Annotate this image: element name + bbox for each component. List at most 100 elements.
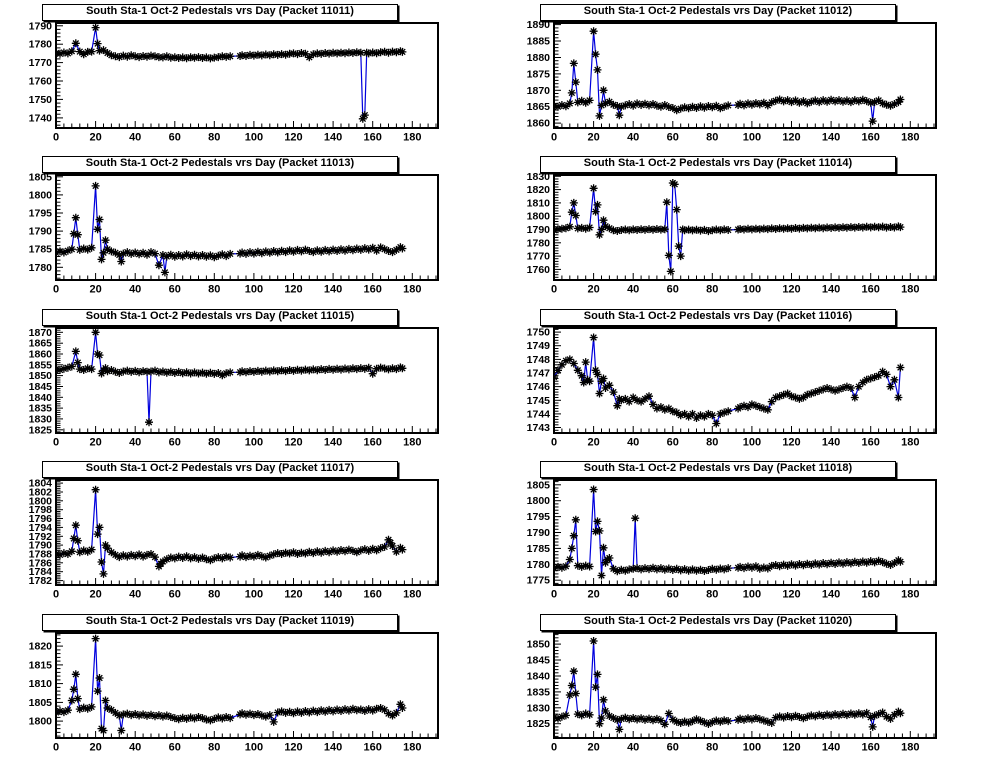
y-tick-label: 1750 (29, 94, 53, 106)
x-axis (553, 730, 935, 737)
x-tick-label: 60 (169, 589, 181, 601)
x-tick-labels: 0 20 40 60 80 100 120 140 160 180 (53, 284, 422, 296)
x-tick-label: 40 (129, 589, 141, 601)
x-tick-label: 160 (364, 132, 382, 144)
x-tick-label: 20 (89, 132, 101, 144)
pad-packet-11017: 1782 1784 1786 1788 1790 1792 1794 1796 1798 1800… (0, 457, 498, 610)
x-tick-label: 0 (53, 741, 59, 753)
y-tick-label: 1790 (527, 527, 551, 539)
y-tick-label: 1830 (527, 171, 551, 183)
x-tick-labels: 0 20 40 60 80 100 120 140 160 180 (53, 741, 422, 753)
y-tick-label: 1804 (29, 478, 53, 490)
x-tick-label: 20 (587, 132, 599, 144)
x-tick-label: 40 (627, 284, 639, 296)
x-tick-label: 0 (551, 284, 557, 296)
x-tick-label: 160 (862, 436, 880, 448)
x-tick-label: 0 (53, 436, 59, 448)
y-tick-labels: 1775 1780 1785 1790 1795 1800 1805 (527, 479, 551, 586)
x-tick-label: 80 (208, 741, 220, 753)
x-tick-labels: 0 20 40 60 80 100 120 140 160 180 (551, 741, 920, 753)
x-tick-label: 140 (324, 436, 342, 448)
x-tick-labels: 0 20 40 60 80 100 120 140 160 180 (53, 589, 422, 601)
y-tick-label: 1880 (527, 52, 551, 64)
y-tick-label: 1790 (527, 224, 551, 236)
x-tick-label: 80 (208, 132, 220, 144)
x-tick-label: 0 (53, 132, 59, 144)
pad-packet-11012: 1860 1865 1870 1875 1880 1885 1890 0 20 40 60 80 100… (498, 0, 996, 153)
plot-canvas: 1775 1780 1785 1790 1795 1800 1805 0 20 40 60 80 100… (527, 479, 937, 601)
x-tick-label: 120 (782, 284, 800, 296)
y-tick-label: 1820 (527, 184, 551, 196)
x-tick-label: 140 (324, 132, 342, 144)
y-tick-label: 1794 (29, 522, 53, 534)
x-tick-label: 40 (129, 436, 141, 448)
y-tick-label: 1748 (527, 354, 551, 366)
x-tick-label: 80 (208, 284, 220, 296)
x-tick-label: 0 (551, 741, 557, 753)
y-tick-label: 1790 (29, 226, 53, 238)
y-tick-label: 1795 (527, 511, 551, 523)
x-tick-label: 120 (284, 132, 302, 144)
y-tick-label: 1744 (527, 408, 551, 420)
x-axis (553, 578, 935, 585)
plot-frame (55, 326, 439, 434)
y-tick-labels: 1825 1830 1835 1840 1845 1850 (527, 638, 551, 730)
y-tick-label: 1820 (29, 640, 53, 652)
x-tick-label: 40 (129, 132, 141, 144)
x-tick-label: 60 (667, 436, 679, 448)
series-markers (56, 23, 407, 123)
plot-title: South Sta-1 Oct-2 Pedestals vrs Day (Pac… (540, 461, 896, 479)
y-tick-label: 1885 (527, 36, 551, 48)
x-tick-label: 60 (667, 284, 679, 296)
plot-frame (553, 22, 937, 129)
y-tick-label: 1870 (29, 327, 53, 339)
y-tick-label: 1780 (527, 559, 551, 571)
x-tick-label: 0 (551, 589, 557, 601)
y-tick-label: 1760 (527, 264, 551, 276)
plot-frame (55, 631, 439, 739)
y-tick-label: 1840 (29, 392, 53, 404)
x-tick-label: 140 (822, 132, 840, 144)
x-tick-label: 100 (743, 132, 761, 144)
y-tick-label: 1800 (29, 715, 53, 727)
y-tick-label: 1865 (29, 337, 53, 349)
pad-packet-11016: 1743 1744 1745 1746 1747 1748 1749 1750 0 20 40 60 8… (498, 304, 996, 458)
x-tick-label: 60 (169, 436, 181, 448)
y-tick-label: 1798 (29, 504, 53, 516)
x-tick-label: 60 (667, 132, 679, 144)
x-tick-labels: 0 20 40 60 80 100 120 140 160 180 (551, 284, 920, 296)
y-tick-label: 1855 (29, 359, 53, 371)
x-tick-label: 20 (587, 284, 599, 296)
y-tick-labels: 1800 1805 1810 1815 1820 (29, 640, 53, 727)
x-tick-label: 20 (89, 436, 101, 448)
y-tick-label: 1830 (29, 413, 53, 425)
y-tick-label: 1788 (29, 549, 53, 561)
y-tick-labels: 1740 1750 1760 1770 1780 1790 (29, 20, 53, 124)
y-tick-label: 1770 (527, 251, 551, 263)
x-tick-label: 140 (822, 589, 840, 601)
y-tick-label: 1795 (29, 208, 53, 220)
x-tick-labels: 0 20 40 60 80 100 120 140 160 180 (551, 436, 920, 448)
plot-canvas: 1782178417861788179017921794179617981800… (29, 478, 439, 601)
series-markers (554, 636, 905, 733)
y-tick-label: 1743 (527, 422, 551, 434)
plot-canvas: 1800 1805 1810 1815 1820 0 20 40 60 80 100 120 140 16… (29, 631, 439, 753)
plot-canvas: 1740 1750 1760 1770 1780 1790 0 20 40 60 80 100 120 1… (29, 20, 439, 144)
y-tick-label: 1782 (29, 575, 53, 587)
y-tick-label: 1802 (29, 487, 53, 499)
x-tick-label: 80 (208, 589, 220, 601)
pad-packet-11011: 1740 1750 1760 1770 1780 1790 0 20 40 60 80 100 120 1… (0, 0, 498, 153)
y-tick-label: 1845 (29, 381, 53, 393)
y-tick-label: 1780 (527, 238, 551, 250)
x-tick-label: 180 (901, 132, 919, 144)
x-tick-label: 20 (89, 284, 101, 296)
y-axis (57, 329, 63, 433)
y-tick-label: 1746 (527, 381, 551, 393)
x-tick-label: 60 (667, 589, 679, 601)
x-tick-label: 180 (403, 284, 421, 296)
y-tick-label: 1860 (29, 348, 53, 360)
